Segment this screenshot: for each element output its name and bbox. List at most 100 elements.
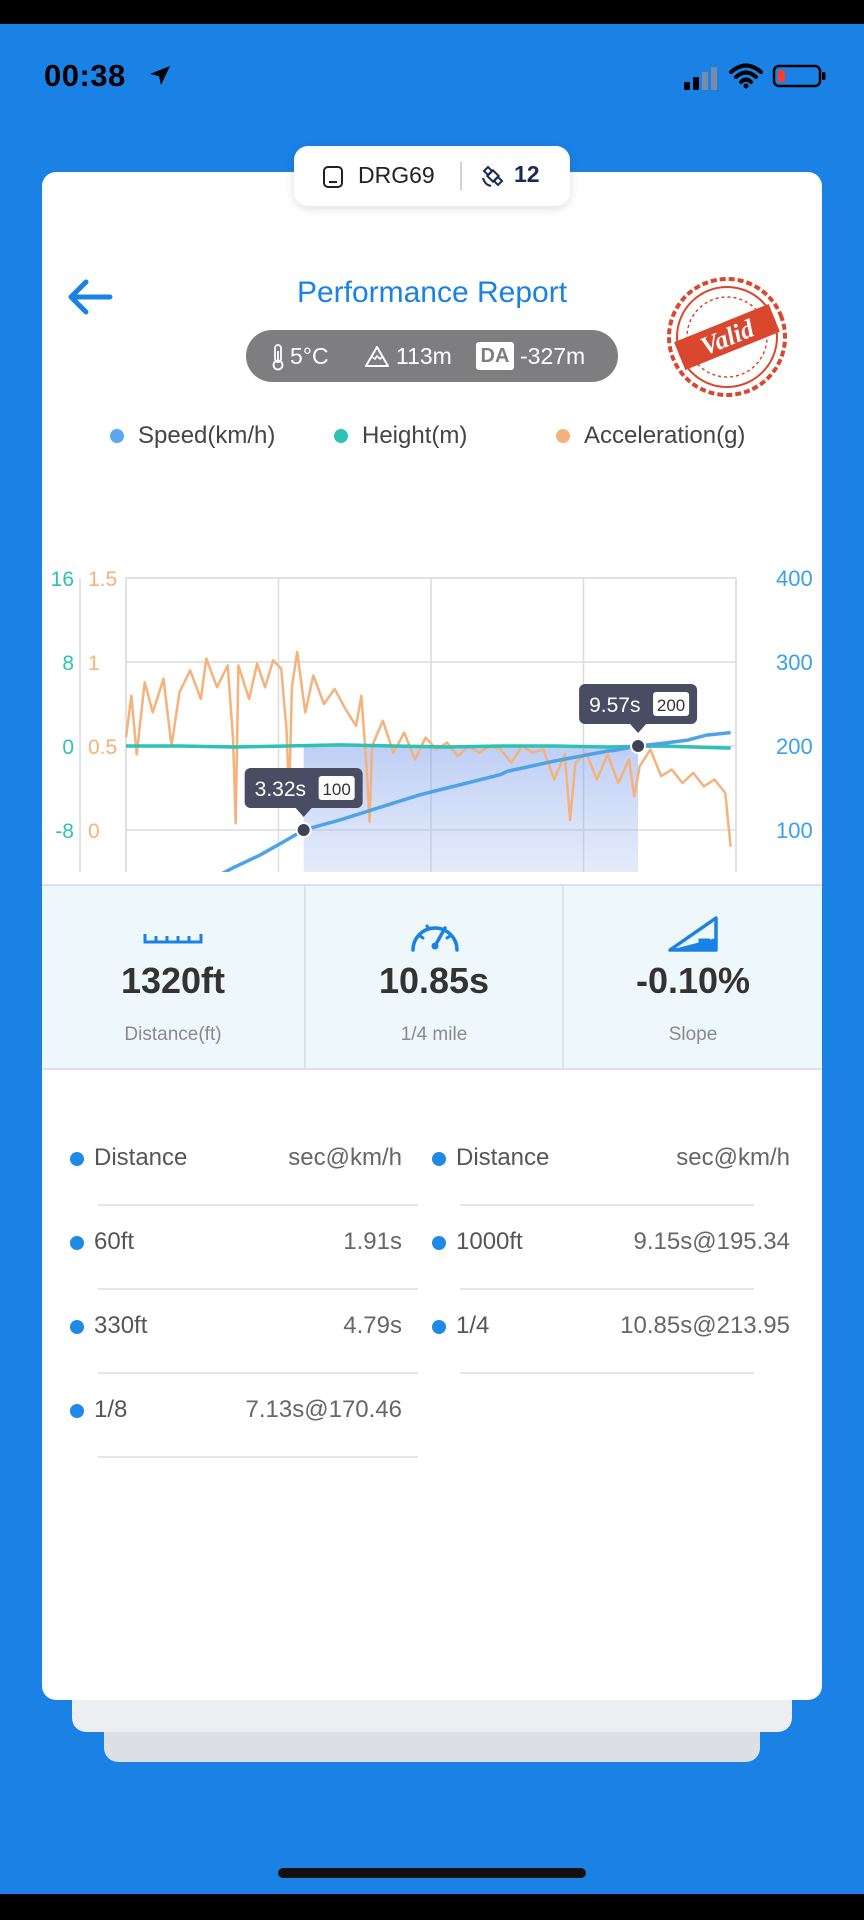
wifi-icon	[729, 63, 763, 89]
split-row-quarter: 1/4 10.85s@213.95	[404, 1290, 806, 1374]
split-name: 60ft	[94, 1228, 135, 1255]
satellite-count: 12	[514, 161, 540, 187]
marker-tooltip-pointer	[630, 724, 647, 733]
stat-quarter-mile-value: 10.85s	[378, 960, 490, 1001]
legend-acceleration: Acceleration(g)	[556, 422, 745, 450]
split-divider	[98, 1204, 418, 1206]
height-series-line	[126, 743, 731, 750]
split-header-right: Distance sec@km/h	[404, 1122, 806, 1206]
speed-marker[interactable]: 3.32s 100	[244, 768, 363, 838]
speed-tick-label: 300	[776, 650, 813, 675]
acceleration-tick-label: 1.5	[88, 568, 117, 591]
satellite-icon	[482, 165, 504, 187]
split-header-name: Distance	[456, 1144, 550, 1171]
legend-height-dot	[334, 429, 348, 443]
marker-speed-bg	[318, 776, 355, 800]
speed-tick-label: 400	[776, 566, 813, 591]
speedometer-icon	[411, 924, 459, 952]
slope-icon	[668, 916, 718, 952]
report-card: Performance Report 5°C 113m DA -327m Val…	[42, 172, 822, 1700]
density-altitude-value: -327m	[520, 343, 586, 369]
status-time: 00:38	[44, 58, 126, 93]
stat-distance-label: Distance(ft)	[124, 1024, 222, 1045]
split-divider	[460, 1204, 754, 1206]
stat-distance: 1320ft Distance(ft)	[42, 886, 304, 1068]
split-dot	[432, 1236, 446, 1250]
acceleration-tick-label: 0.5	[88, 736, 117, 759]
height-tick-label: -8	[55, 820, 74, 843]
split-header-left: Distance sec@km/h	[42, 1122, 418, 1206]
stamp-text: Valid	[696, 313, 759, 361]
density-altitude-badge: DA	[476, 342, 514, 370]
legend-height: Height(m)	[334, 422, 467, 450]
marker-point	[295, 822, 312, 838]
interval-shade	[303, 746, 639, 872]
battery-icon	[772, 64, 826, 88]
split-header-name: Distance	[94, 1144, 188, 1171]
split-divider	[98, 1456, 418, 1458]
split-divider	[460, 1288, 754, 1290]
back-arrow-icon[interactable]	[62, 272, 118, 322]
height-tick-label: 8	[62, 652, 74, 675]
marker-speed: 200	[657, 696, 685, 715]
device-name: DRG69	[358, 162, 435, 188]
split-header-value: sec@km/h	[288, 1144, 402, 1171]
status-bar: 00:38	[0, 24, 864, 128]
page-title: Performance Report	[296, 276, 568, 309]
acceleration-tick-label: 0	[88, 820, 100, 843]
legend-speed-dot	[110, 429, 124, 443]
split-value: 7.13s@170.46	[245, 1396, 402, 1423]
marker-speed: 100	[322, 780, 350, 799]
stat-slope: -0.10% Slope	[562, 886, 822, 1068]
split-dot	[70, 1404, 84, 1418]
stat-slope-label: Slope	[668, 1024, 718, 1045]
split-value: 9.15s@195.34	[633, 1228, 790, 1255]
pill-divider	[460, 162, 462, 190]
chart-legend: Speed(km/h) Height(m) Acceleration(g)	[64, 422, 804, 458]
stat-quarter-mile: 10.85s 1/4 mile	[304, 886, 562, 1068]
split-dot	[70, 1236, 84, 1250]
speed-tick-label: 100	[776, 818, 813, 843]
split-name: 1000ft	[456, 1228, 523, 1255]
performance-chart[interactable]: 6.25s 1680-8-161.510.50-0.54003002001000…	[42, 472, 822, 872]
bottom-black-bar	[0, 1894, 864, 1920]
device-icon	[323, 166, 343, 188]
cellular-signal-icon	[684, 67, 717, 90]
stat-quarter-mile-label: 1/4 mile	[400, 1024, 468, 1045]
split-dot	[70, 1320, 84, 1334]
battery-level	[778, 70, 785, 82]
split-divider	[98, 1288, 418, 1290]
marker-speed-bg	[653, 692, 690, 716]
split-dot	[432, 1320, 446, 1334]
speed-marker[interactable]: 9.57s 200	[579, 684, 698, 754]
legend-speed: Speed(km/h)	[110, 422, 275, 450]
stat-slope-value: -0.10%	[635, 960, 751, 1001]
altitude-value: 113m	[396, 343, 452, 369]
legend-acceleration-dot	[556, 429, 570, 443]
height-tick-label: 16	[51, 568, 74, 591]
marker-point	[630, 738, 647, 754]
split-divider	[460, 1372, 754, 1374]
mountain-icon	[365, 346, 389, 367]
split-dot	[432, 1152, 446, 1166]
acceleration-tick-label: 1	[88, 652, 100, 675]
legend-acceleration-label: Acceleration(g)	[584, 422, 746, 449]
home-indicator	[278, 1868, 586, 1878]
stat-distance-value: 1320ft	[120, 960, 226, 1001]
marker-time: 9.57s	[589, 694, 640, 717]
split-value: 1.91s	[343, 1228, 402, 1255]
location-arrow-icon	[150, 66, 170, 85]
split-row-eighth: 1/8 7.13s@170.46	[42, 1374, 418, 1458]
legend-height-label: Height(m)	[362, 422, 468, 449]
legend-speed-label: Speed(km/h)	[138, 422, 276, 449]
temperature-value: 5°C	[290, 343, 329, 369]
split-dot	[70, 1152, 84, 1166]
ruler-icon	[143, 934, 203, 944]
device-info-pill[interactable]: DRG69 12	[294, 146, 570, 206]
split-divider	[98, 1372, 418, 1374]
split-name: 1/8	[94, 1396, 128, 1423]
split-row-60ft: 60ft 1.91s	[42, 1206, 418, 1290]
split-name: 330ft	[94, 1312, 148, 1339]
valid-stamp: Valid	[667, 277, 787, 397]
split-name: 1/4	[456, 1312, 490, 1339]
